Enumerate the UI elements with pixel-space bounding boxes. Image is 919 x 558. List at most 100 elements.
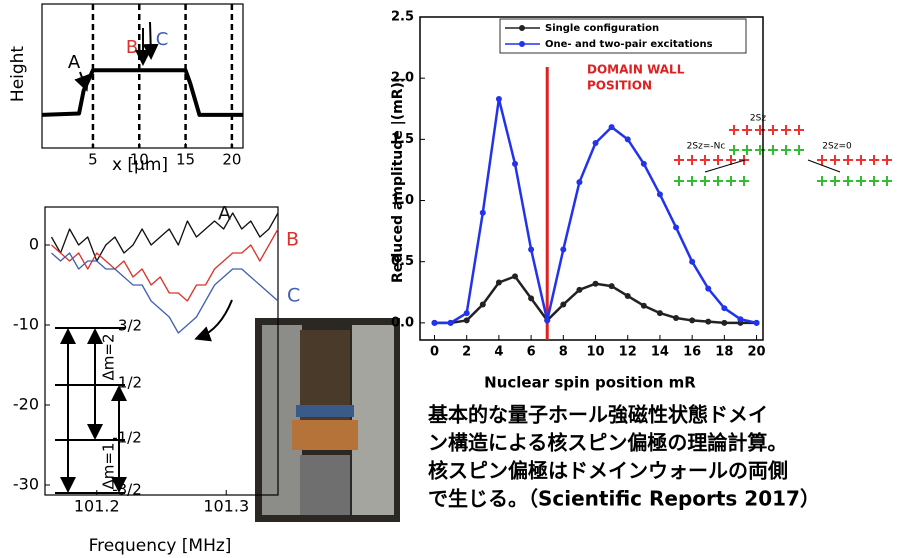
- data-point: [737, 316, 744, 323]
- spin-mark: [794, 145, 804, 155]
- spin-mark: [742, 145, 752, 155]
- data-point: [576, 286, 583, 293]
- data-point: [463, 317, 470, 324]
- data-point: [721, 305, 728, 312]
- data-point: [689, 258, 696, 265]
- spin-mark: [882, 176, 892, 186]
- spin-mark: [856, 155, 866, 165]
- spin-mark: [713, 155, 723, 165]
- data-point: [560, 301, 567, 308]
- y-tick-label: 2.5: [391, 10, 414, 25]
- y-tick-label: -20: [13, 395, 39, 414]
- spin-mark: [687, 155, 697, 165]
- caption-line: で生じる。（Scientific Reports 2017）: [428, 487, 820, 511]
- legend-marker: [519, 25, 525, 31]
- data-point: [495, 279, 502, 286]
- caption-line: 基本的な量子ホール強磁性状態ドメイ: [428, 403, 768, 427]
- annotation: Δm=1: [100, 443, 118, 490]
- spin-mark: [817, 155, 827, 165]
- annotation: C: [156, 29, 169, 50]
- spin-mark: [729, 125, 739, 135]
- data-point: [705, 318, 712, 325]
- data-point: [528, 246, 535, 253]
- data-point: [656, 310, 663, 317]
- series-line: [41, 68, 243, 117]
- spin-mark: [687, 176, 697, 186]
- x-tick-label: 10: [586, 345, 604, 360]
- spin-mark: [856, 176, 866, 186]
- annotation-arrow: [74, 71, 90, 92]
- spin-mark: [729, 145, 739, 155]
- legend-box: [499, 18, 747, 54]
- data-point: [463, 310, 470, 317]
- data-point: [689, 317, 696, 324]
- data-point: [447, 319, 454, 326]
- caption-line: ン構造による核スピン偏極の理論計算。: [428, 431, 787, 455]
- x-tick-label: 2: [462, 345, 471, 360]
- spin-mark: [742, 125, 752, 135]
- spin-mark: [882, 155, 892, 165]
- x-tick-label: 16: [683, 345, 701, 360]
- spin-mark: [700, 155, 710, 165]
- y-tick-label: 0: [29, 235, 39, 254]
- x-tick-label: 20: [748, 345, 766, 360]
- annotation-arrow: [142, 21, 159, 60]
- annotation: 1/2: [118, 374, 142, 392]
- data-point: [753, 319, 760, 326]
- spin-mark: [713, 176, 723, 186]
- data-point: [656, 191, 663, 198]
- spin-mark: [674, 176, 684, 186]
- y-tick-label: 0.0: [391, 315, 414, 330]
- x-tick-label: 6: [527, 345, 536, 360]
- x-tick-label: 4: [494, 345, 503, 360]
- y-tick-label: -10: [13, 315, 39, 334]
- spin-mark: [726, 155, 736, 165]
- annotation: Δm=2: [100, 334, 118, 381]
- x-tick-label: 18: [715, 345, 733, 360]
- y-axis-label: Reduced amplitude |(mR)|: [390, 77, 406, 283]
- x-axis-label: Nuclear spin position mR: [484, 374, 696, 392]
- series-line: [51, 228, 279, 302]
- x-tick-label: 12: [619, 345, 637, 360]
- series-label: C: [287, 285, 300, 307]
- plot-frame: [41, 3, 244, 149]
- y-tick-label: 0.5: [391, 254, 414, 269]
- spin-mark: [843, 176, 853, 186]
- data-point: [495, 95, 502, 102]
- data-point: [576, 179, 583, 186]
- photo: [255, 318, 400, 522]
- annotation: 2Sz=-Nc: [687, 142, 726, 152]
- annotation: B: [126, 37, 138, 58]
- x-tick-label: 14: [651, 345, 669, 360]
- spin-mark: [674, 155, 684, 165]
- data-point: [721, 319, 728, 326]
- annotation: A: [68, 52, 81, 73]
- data-point: [592, 280, 599, 287]
- spin-mark: [739, 176, 749, 186]
- plot-frame: [44, 206, 279, 496]
- data-point: [640, 160, 647, 167]
- spin-mark: [794, 125, 804, 135]
- spin-mark: [830, 155, 840, 165]
- x-tick-label: 101.2: [74, 497, 120, 516]
- legend-label: Single configuration: [545, 23, 659, 34]
- plot-frame: [419, 16, 764, 341]
- x-tick-label: 8: [559, 345, 568, 360]
- spin-mark: [869, 155, 879, 165]
- spin-mark: [869, 176, 879, 186]
- x-tick-label: 5: [88, 151, 98, 169]
- y-axis-label: Height: [8, 46, 28, 103]
- series-line: [50, 212, 279, 262]
- data-point: [608, 283, 615, 290]
- data-point: [479, 301, 486, 308]
- spin-mark: [768, 145, 778, 155]
- series-label: B: [286, 229, 299, 251]
- legend-marker: [519, 41, 525, 47]
- data-point: [560, 246, 567, 253]
- y-tick-label: -30: [13, 475, 39, 494]
- data-point: [624, 292, 631, 299]
- x-tick-label: 15: [176, 151, 195, 169]
- spin-mark: [830, 176, 840, 186]
